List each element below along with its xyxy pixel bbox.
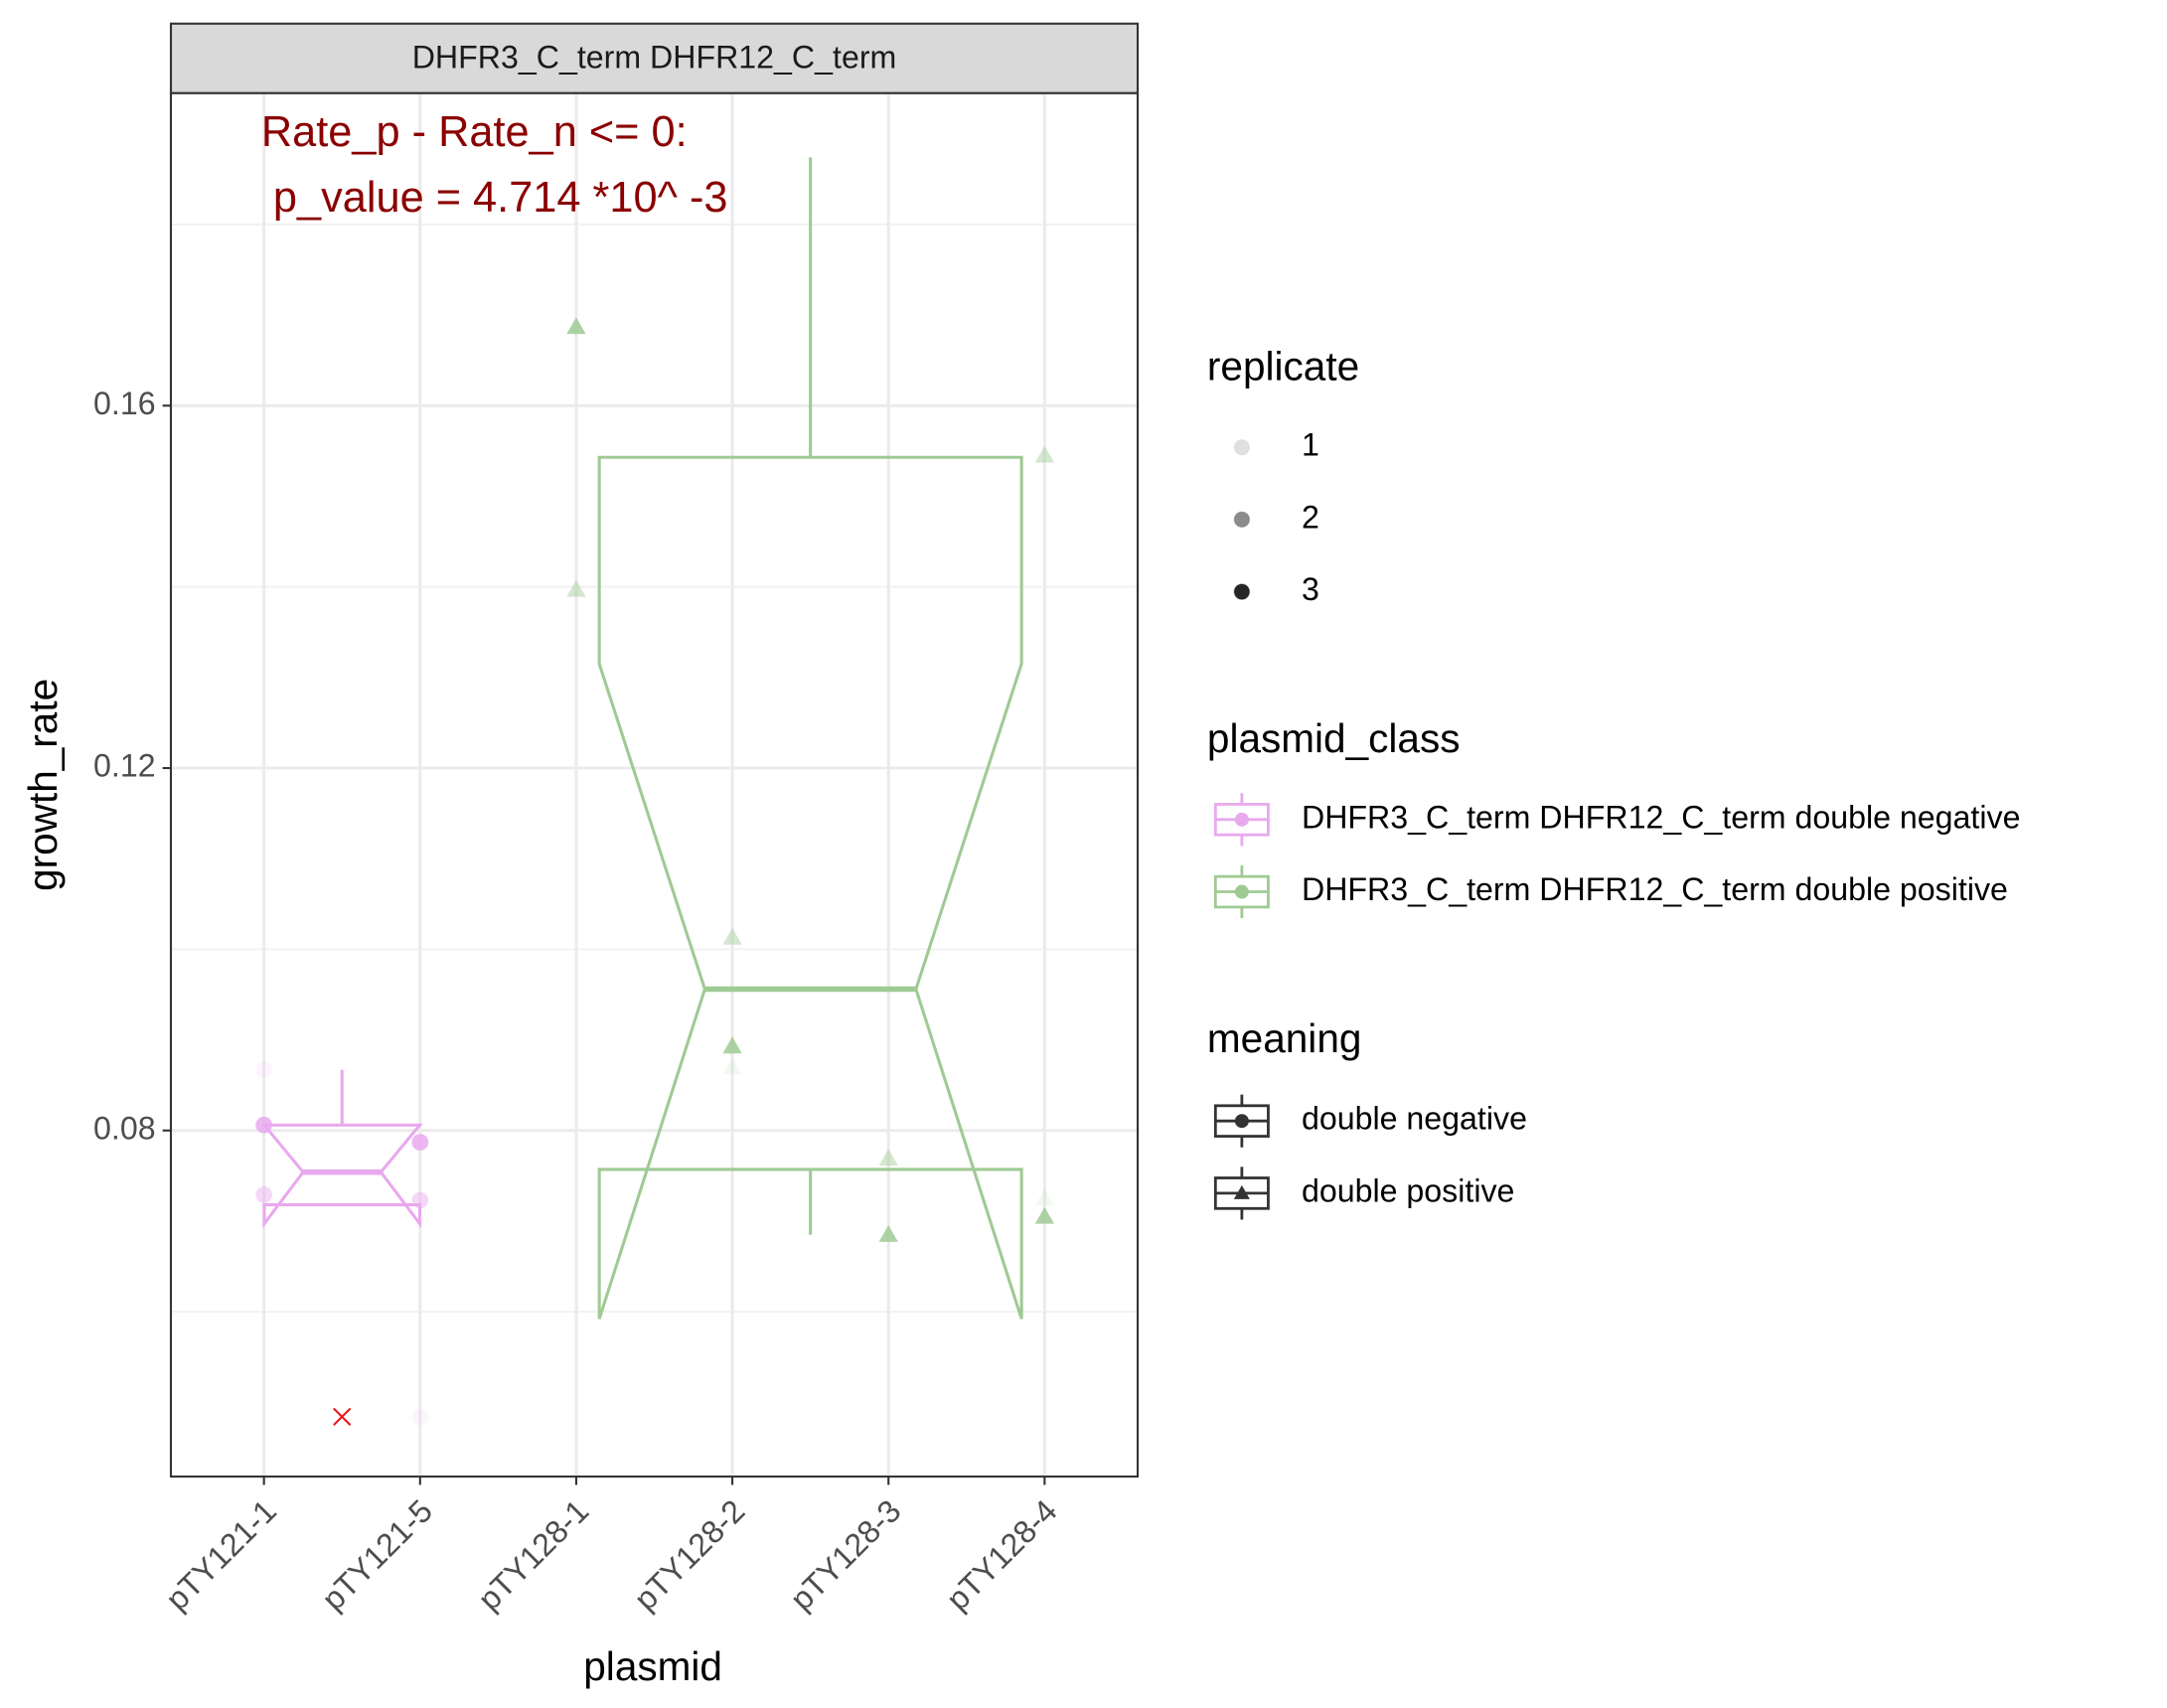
- y-axis-title: growth_rate: [20, 679, 66, 891]
- legend-key: [1233, 583, 1251, 600]
- box: [260, 1123, 423, 1229]
- point: [411, 1191, 429, 1209]
- strip-title: DHFR3_C_term DHFR12_C_term: [412, 40, 897, 76]
- annotation: Rate_p - Rate_n <= 0:: [261, 108, 688, 156]
- grid: [171, 92, 1139, 1477]
- legend-key: [1213, 793, 1270, 847]
- legend-shape: [1234, 1114, 1249, 1129]
- legend-title: plasmid_class: [1207, 715, 1461, 761]
- point: [722, 1057, 742, 1075]
- strip: [169, 22, 1140, 94]
- legend-key: [1213, 1166, 1270, 1220]
- point: [1034, 445, 1055, 463]
- legend-shape: [1234, 884, 1249, 899]
- point: [255, 1186, 273, 1203]
- x-tick-label: pTY121-1: [159, 1492, 283, 1617]
- y-tick-label: 0.16: [93, 386, 156, 421]
- legend-title: meaning: [1207, 1015, 1361, 1061]
- legend-label: DHFR3_C_term DHFR12_C_term double negati…: [1302, 799, 2020, 835]
- y-tick-label: 0.12: [93, 748, 156, 784]
- legend-key: [1213, 864, 1270, 919]
- box: [597, 455, 1023, 1320]
- x-tick-label: pTY128-1: [471, 1492, 595, 1617]
- legend-label: double positive: [1302, 1172, 1514, 1208]
- legend-shape: [1233, 1184, 1250, 1199]
- legend-label: double negative: [1302, 1101, 1527, 1137]
- point: [722, 927, 742, 945]
- panel: [171, 92, 1139, 1477]
- point: [878, 1224, 898, 1242]
- x-tick-label: pTY121-5: [315, 1492, 439, 1617]
- point: [411, 1408, 429, 1426]
- x-tick-label: pTY128-3: [783, 1492, 907, 1617]
- point: [1034, 1188, 1055, 1206]
- legend-key: [1213, 1094, 1270, 1148]
- point: [878, 1149, 898, 1166]
- point: [255, 1061, 273, 1079]
- x-tick-label: pTY128-2: [627, 1492, 751, 1617]
- annotation: p_value = 4.714 *10^ -3: [261, 174, 728, 222]
- x-axis-title: plasmid: [583, 1643, 722, 1689]
- y-tick-label: 0.08: [93, 1110, 156, 1146]
- point: [255, 1116, 273, 1134]
- legend-key: [1233, 511, 1251, 529]
- x-tick-label: pTY128-4: [939, 1492, 1063, 1617]
- outlier-stroke: [333, 1407, 352, 1427]
- outlier: [333, 1407, 352, 1427]
- point: [1034, 1206, 1055, 1224]
- legend-label: DHFR3_C_term DHFR12_C_term double positi…: [1302, 871, 2008, 907]
- point: [411, 1134, 429, 1151]
- legend-shape: [1234, 812, 1249, 827]
- point: [722, 1036, 742, 1054]
- legend-key: [1234, 439, 1250, 455]
- legend-label: 2: [1302, 499, 1319, 535]
- legend-label: 1: [1302, 427, 1319, 463]
- marks: [255, 157, 1055, 1427]
- legend-title: replicate: [1207, 344, 1359, 389]
- point: [566, 579, 586, 597]
- point: [566, 317, 586, 335]
- legend-label: 3: [1302, 571, 1319, 607]
